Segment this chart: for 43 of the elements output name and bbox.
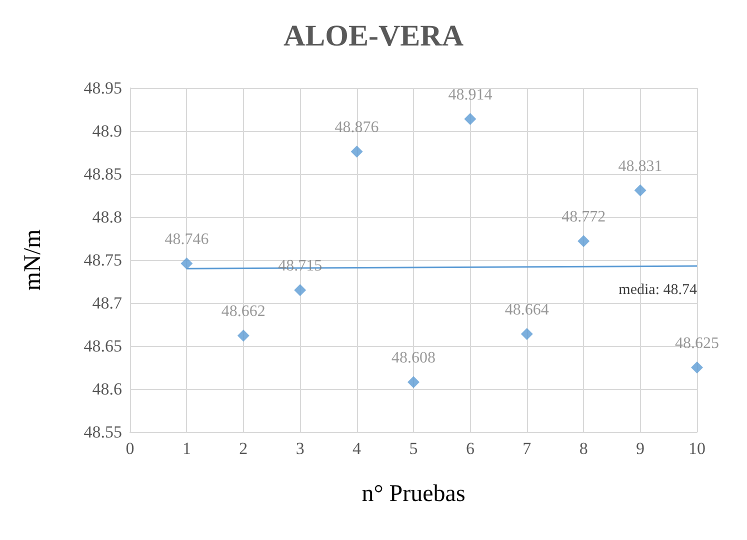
y-tick-label: 48.75: [84, 250, 122, 270]
x-tick-label: 0: [126, 439, 134, 458]
point: [180, 257, 193, 270]
data-label: 48.662: [221, 303, 266, 320]
x-tick-label: 1: [182, 439, 191, 458]
annotation: media: 48.74: [618, 282, 698, 298]
point: [294, 284, 306, 296]
x-tick-label: 10: [688, 439, 706, 458]
point: [634, 184, 646, 196]
y-tick-label: 48.95: [84, 78, 122, 98]
x-tick-label: 3: [296, 439, 304, 458]
y-tick-label: 48.65: [84, 336, 122, 356]
point: [691, 362, 703, 374]
x-axis-title: n° Pruebas: [362, 481, 466, 507]
data-label: 48.772: [562, 208, 606, 226]
y-tick-label: 48.7: [92, 294, 122, 312]
chart-title: ALOE-VERA: [283, 20, 464, 52]
x-tick-label: 9: [636, 439, 645, 458]
data-label: 48.914: [448, 86, 492, 104]
y-tick-label: 48.6: [92, 380, 122, 398]
data-label: 48.608: [392, 350, 436, 367]
data-label: 48.625: [675, 335, 719, 352]
x-tick-label: 7: [522, 439, 532, 458]
x-tick-label: 2: [239, 439, 248, 458]
point: [237, 330, 250, 342]
point: [408, 376, 420, 388]
data-label: 48.746: [164, 230, 209, 248]
x-tick-label: 6: [466, 439, 474, 458]
data-label: 48.831: [618, 158, 662, 175]
y-tick-label: 48.9: [92, 122, 122, 140]
y-tick-label: 48.55: [84, 422, 122, 442]
x-tick-label: 5: [409, 439, 418, 458]
x-tick-label: 4: [352, 439, 362, 458]
y-tick-label: 48.8: [92, 208, 122, 226]
point: [578, 235, 590, 248]
data-label: 48.664: [504, 301, 549, 318]
y-tick-label: 48.85: [84, 164, 122, 184]
data-label: 48.876: [334, 119, 379, 136]
x-tick-label: 8: [579, 439, 588, 458]
point: [464, 112, 476, 125]
point: [520, 328, 533, 340]
y-axis-title: mN/m: [20, 229, 46, 291]
point: [350, 146, 363, 158]
